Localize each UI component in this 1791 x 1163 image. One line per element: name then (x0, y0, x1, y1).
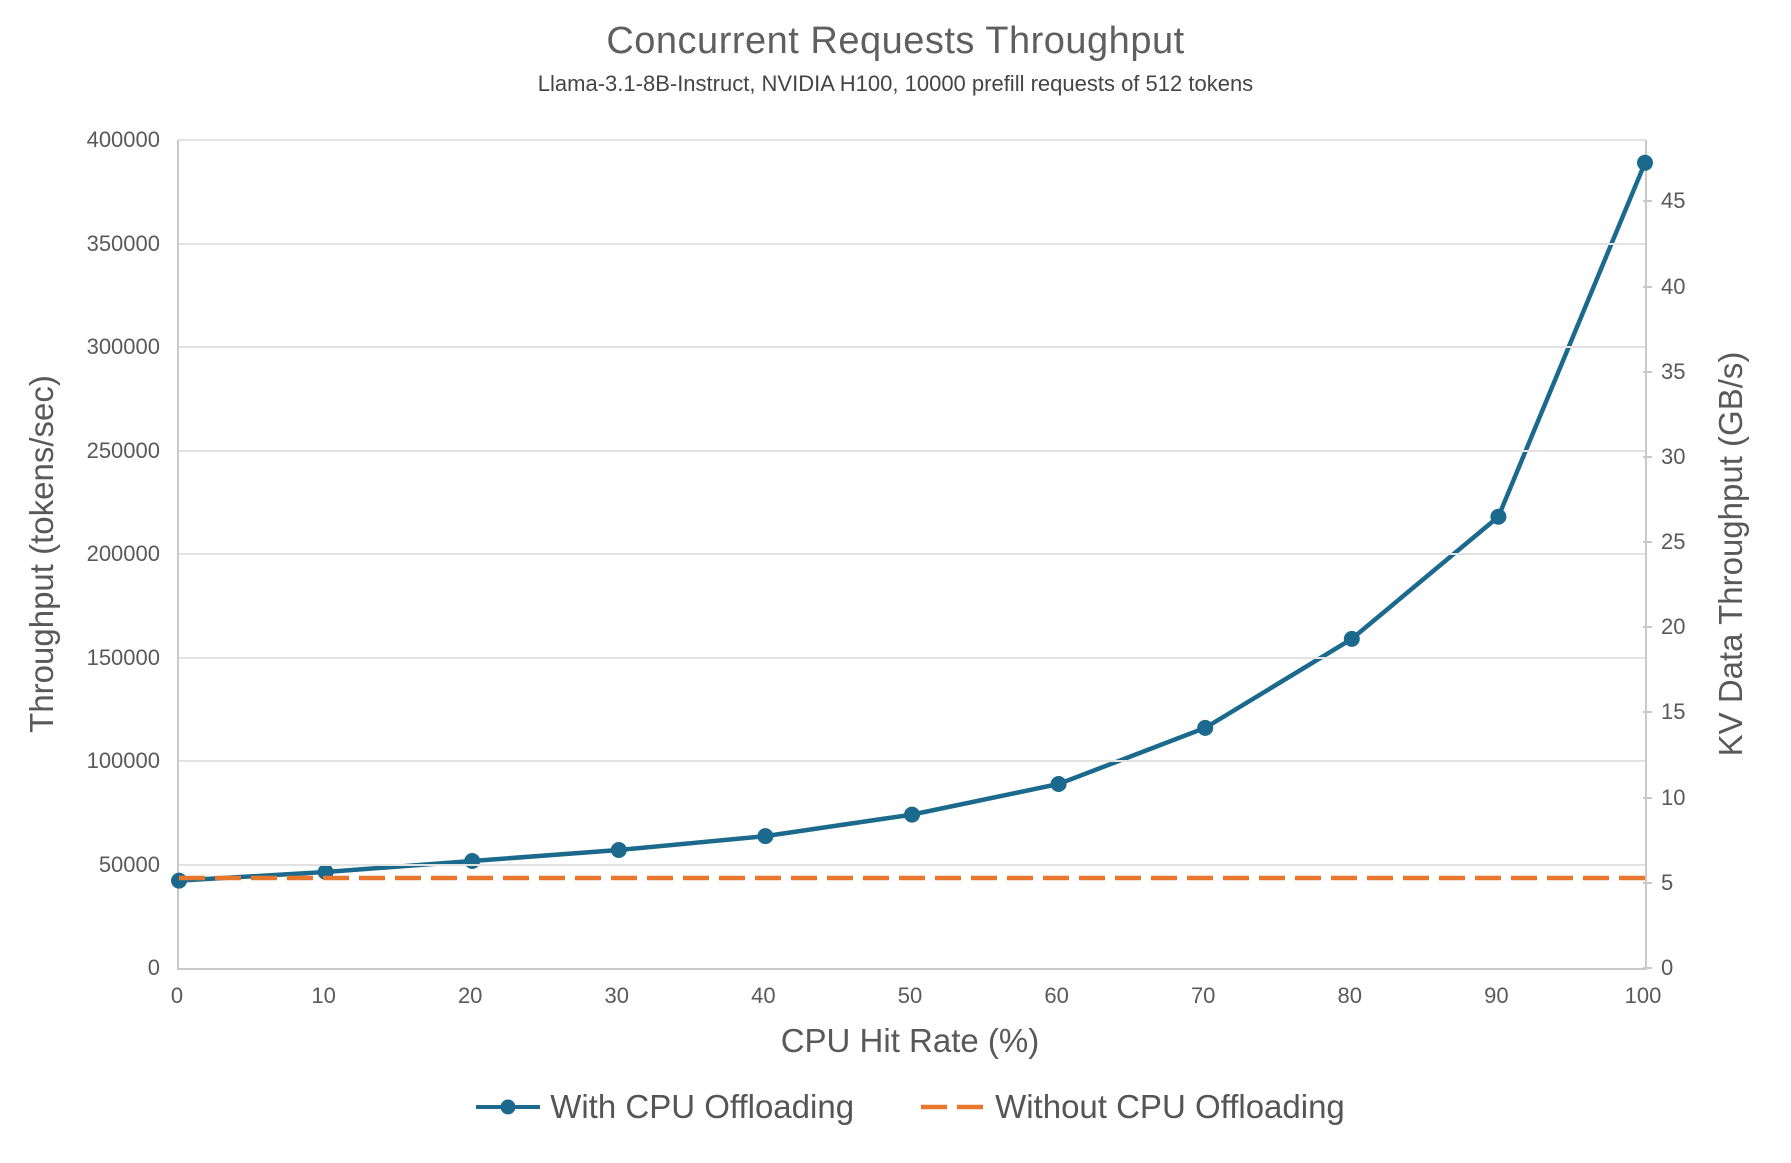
legend-item-with-cpu-offloading: With CPU Offloading (475, 1088, 854, 1126)
right-axis-tick-mark (1643, 626, 1652, 629)
x-axis-tick-label: 90 (1484, 983, 1509, 1008)
chart-subtitle: Llama-3.1-8B-Instruct, NVIDIA H100, 1000… (537, 71, 1254, 96)
right-axis-tick-label: 40 (1661, 273, 1686, 299)
gridline (179, 656, 1645, 659)
right-axis-tick-mark (1643, 285, 1652, 288)
right-axis-tick-label: 10 (1661, 784, 1686, 810)
right-axis-tick-label: 0 (1661, 955, 1674, 980)
left-axis-tick-label: 100000 (86, 748, 160, 773)
right-axis-tick-label: 35 (1661, 358, 1686, 384)
left-axis-tick-label: 0 (147, 955, 160, 980)
right-axis-tick-mark (1643, 200, 1652, 203)
right-axis-tick-label: 5 (1661, 869, 1674, 895)
right-axis-tick-mark (1643, 711, 1652, 714)
chart-title: Concurrent Requests Throughput (606, 20, 1185, 62)
legend-marker-dashed-line-icon (921, 1104, 986, 1110)
x-axis-title: CPU Hit Rate (%) (780, 1022, 1040, 1059)
right-axis-tick-mark (1643, 541, 1652, 544)
data-point-marker (1197, 719, 1214, 736)
series-line (178, 161, 1648, 883)
x-axis-tick-label: 30 (604, 983, 630, 1008)
gridline (179, 139, 1645, 141)
right-axis-tick-label: 25 (1661, 529, 1686, 555)
data-point-marker (1343, 630, 1360, 647)
gridline (179, 449, 1645, 452)
gridline (179, 242, 1645, 245)
data-point-marker (1637, 154, 1653, 171)
gridline (179, 863, 1645, 866)
legend-label: With CPU Offloading (550, 1088, 855, 1125)
x-axis-tick-label: 0 (170, 983, 184, 1008)
right-axis-tick-mark (1643, 455, 1652, 458)
x-axis-tick-label: 60 (1044, 983, 1069, 1008)
data-point-marker (1490, 508, 1507, 525)
right-axis-tick-label: 30 (1661, 443, 1686, 469)
data-point-marker (904, 806, 920, 823)
x-axis-tick-label: 80 (1337, 983, 1363, 1008)
right-axis-tick-mark (1643, 370, 1652, 373)
left-axis-tick-label: 50000 (98, 851, 160, 877)
data-point-marker (464, 853, 481, 869)
x-axis-tick-label: 10 (311, 983, 336, 1008)
data-point-marker (610, 842, 627, 858)
left-axis-tick-label: 350000 (86, 230, 160, 256)
x-axis-tick-label: 40 (751, 983, 776, 1008)
right-axis-tick-label: 15 (1661, 699, 1686, 725)
gridline (179, 553, 1645, 555)
legend-item-without-cpu-offloading: Without CPU Offloading (920, 1088, 1345, 1126)
gridline (179, 760, 1645, 762)
right-axis-tick-mark (1643, 967, 1652, 969)
data-point-marker (757, 828, 774, 845)
x-axis-tick-label: 100 (1624, 983, 1662, 1008)
legend-label: Without CPU Offloading (995, 1088, 1345, 1125)
right-axis-tick-label: 20 (1661, 614, 1686, 640)
legend-marker-solid-line-dot-icon (476, 1099, 541, 1115)
right-axis-tick-label: 45 (1661, 188, 1686, 214)
legend: With CPU Offloading Without CPU Offloadi… (177, 1082, 1643, 1132)
right-axis-tick-mark (1643, 796, 1652, 799)
x-axis-tick-label: 50 (897, 983, 923, 1008)
right-axis-tick-mark (1643, 881, 1652, 884)
left-axis-tick-label: 400000 (86, 127, 160, 152)
x-axis-tick-label: 20 (457, 983, 483, 1008)
left-axis-tick-label: 250000 (86, 437, 160, 463)
data-point-marker (1050, 776, 1067, 792)
left-axis-tick-label: 300000 (86, 334, 160, 359)
left-axis-tick-label: 200000 (86, 541, 160, 566)
plot-area (171, 139, 1653, 970)
left-axis-tick-label: 150000 (86, 644, 160, 670)
gridline (179, 346, 1645, 348)
data-point-marker (171, 872, 187, 889)
x-axis-tick-label: 70 (1190, 983, 1216, 1008)
